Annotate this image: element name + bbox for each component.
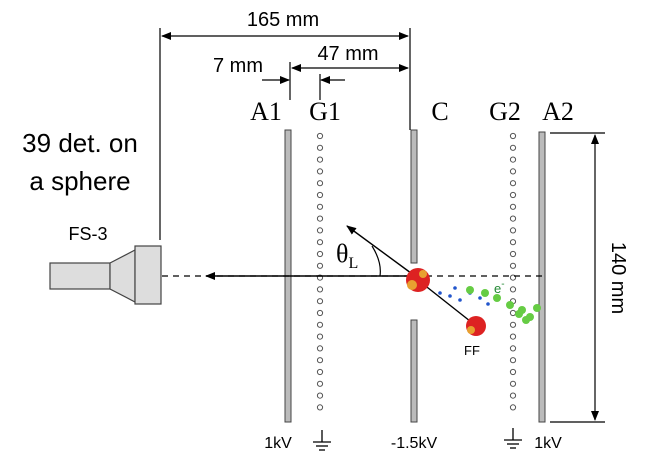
grid-wire xyxy=(316,227,324,234)
grid-wire xyxy=(316,380,324,387)
grid-wire xyxy=(316,321,324,328)
grid-wire xyxy=(509,333,517,340)
electrons xyxy=(466,286,541,324)
grid-wire xyxy=(316,132,324,140)
grid-wire xyxy=(316,215,324,222)
electrode-label: A1 xyxy=(250,97,282,126)
grid-wire xyxy=(316,286,324,293)
grid-wire xyxy=(509,168,517,175)
grid-wire xyxy=(509,286,517,293)
electron-trails xyxy=(438,286,490,306)
fragments xyxy=(406,268,486,336)
grid-wire xyxy=(316,239,324,246)
grid-wire xyxy=(316,250,324,258)
voltage-label: -1.5kV xyxy=(391,435,438,452)
grid-wire xyxy=(316,203,324,210)
grid-wire xyxy=(316,262,324,269)
grid-wire xyxy=(509,357,517,364)
grid-wire xyxy=(509,368,517,376)
grid-wire xyxy=(509,203,517,210)
angle-symbol: θ xyxy=(336,239,348,268)
grid-wire xyxy=(316,168,324,175)
dimension-label: 7 mm xyxy=(213,55,263,77)
detector-label: FS-3 xyxy=(68,224,107,244)
ground-symbols xyxy=(313,428,522,451)
grid-wire xyxy=(316,392,324,399)
fragment-track xyxy=(417,279,476,326)
grid-wire xyxy=(509,132,517,140)
grid-wire xyxy=(316,404,324,411)
grid-wire xyxy=(509,227,517,234)
dimension-label: 140 mm xyxy=(607,242,629,314)
electron-superscript: - xyxy=(501,279,504,290)
grid-wire xyxy=(509,380,517,387)
grid-wire xyxy=(316,180,324,187)
dimension-lines xyxy=(159,28,605,423)
grid-wire xyxy=(316,156,324,163)
grid-wire xyxy=(509,191,517,199)
angle-label: θL xyxy=(336,239,358,272)
electrode-label: G2 xyxy=(489,97,521,126)
grid-wire xyxy=(509,345,517,352)
emission-arrow xyxy=(346,225,416,277)
grid-electrodes xyxy=(316,132,517,411)
grid-wire xyxy=(316,368,324,376)
note: 39 det. on xyxy=(22,128,138,158)
dimension-label: 165 mm xyxy=(247,9,319,31)
grid-wire xyxy=(316,357,324,364)
note: a sphere xyxy=(29,166,130,196)
voltage-label: 1kV xyxy=(264,435,292,452)
angle-arc xyxy=(371,245,381,277)
grid-wire xyxy=(509,156,517,163)
grid-wire xyxy=(316,333,324,340)
voltage-label: 1kV xyxy=(534,435,562,452)
electrode-label: A2 xyxy=(542,97,574,126)
detector xyxy=(49,245,162,305)
grid-wire xyxy=(316,298,324,305)
grid-wire xyxy=(316,309,324,317)
grid-wire xyxy=(316,144,324,151)
grid-wire xyxy=(509,180,517,187)
electron-label: e- xyxy=(494,279,505,296)
grid-wire xyxy=(316,345,324,352)
grid-wire xyxy=(509,404,517,411)
electron-symbol: e xyxy=(494,281,501,296)
electrode-label: C xyxy=(431,97,448,126)
electrode-label: G1 xyxy=(309,97,341,126)
grid-wire xyxy=(509,215,517,222)
grid-wire xyxy=(316,191,324,199)
grid-wire xyxy=(509,392,517,399)
grid-wire xyxy=(509,321,517,328)
grid-wire xyxy=(509,239,517,246)
grid-wire xyxy=(509,144,517,151)
grid-wire xyxy=(509,309,517,317)
fragment-label: FF xyxy=(464,343,480,358)
grid-wire xyxy=(509,250,517,258)
grid-wire xyxy=(509,262,517,269)
dimension-label: 47 mm xyxy=(317,43,378,65)
angle-subscript: L xyxy=(348,255,358,272)
